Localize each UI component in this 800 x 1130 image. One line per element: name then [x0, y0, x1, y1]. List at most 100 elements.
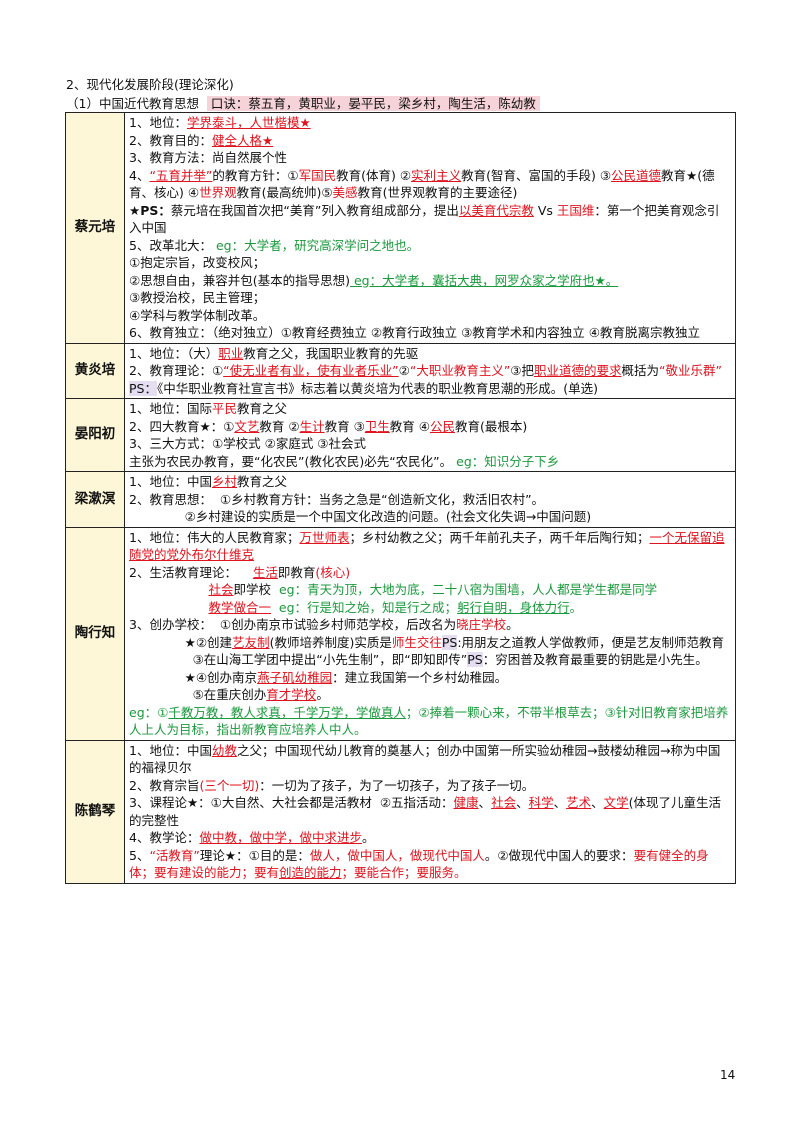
- text-segment: eg：大学者，研究高深学问之地也。: [211, 237, 420, 253]
- text-segment: (体现了儿童生活的完整性: [129, 795, 722, 828]
- text-segment: 文学: [603, 795, 629, 810]
- text-segment: 1、地位：: [129, 115, 187, 130]
- text-segment: 5、: [129, 847, 150, 863]
- text-segment: “五育并举”: [149, 167, 213, 183]
- note-line: 1、地位：学界泰斗，人世楷模★: [129, 114, 731, 132]
- text-segment: ；②捧着一颗心来，不带半根草去；③针对旧教育家把培养人上人为目标，指出新教育应培…: [129, 704, 729, 738]
- text-segment: 2、四大教育★：①: [129, 418, 235, 434]
- thinker-name: 晏阳初: [65, 398, 125, 472]
- text-segment: 健康: [453, 795, 479, 810]
- text-segment: (核心): [315, 564, 351, 580]
- thinker-notes: 1、地位：国际平民教育之父 2、四大教育★：①文艺教育 ②生计教育 ③卫生教育 ④…: [124, 398, 736, 472]
- text-segment: 科学: [528, 795, 554, 810]
- text-segment: 千教万教，教人求真，千学万学，学做真人: [168, 704, 406, 720]
- note-line: ②思想自由，兼容并包(基本的指导思想) eg：大学者，囊括大典，网罗众家之学府也…: [129, 272, 731, 290]
- text-segment: ⑤在重庆创办: [129, 687, 267, 702]
- text-segment: (教师培养制度)实质是: [269, 634, 392, 650]
- text-segment: 主张为农民办教育，要“化农民”(教化农民)必先“农民化”。: [129, 453, 453, 469]
- note-line: ⑤在重庆创办育才学校。: [129, 686, 731, 704]
- text-segment: 理论★：①目的是：: [199, 847, 310, 863]
- text-segment: 、: [591, 795, 604, 810]
- thinker-name: 陶行知: [65, 526, 125, 741]
- text-segment: Vs: [533, 202, 557, 218]
- text-segment: 教育(体育) ②: [336, 167, 412, 183]
- text-segment: 3、三大方式：①学校式 ②家庭式 ③社会式: [129, 436, 367, 451]
- thinker-notes: 1、地位：（大）职业教育之父，我国职业教育的先驱 2、教育理论：①“使无业者有业，…: [124, 342, 736, 399]
- text-segment: “敬业乐群”: [659, 363, 722, 378]
- thinkers-table: 蔡元培 1、地位：学界泰斗，人世楷模★ 2、教育目的：健全人格★ 3、教育方法：尚自然…: [65, 112, 736, 884]
- text-segment: 一个无保留追随党的党外布尔什维克: [129, 529, 725, 563]
- note-line: 2、教育宗旨(三个一切)：一切为了孩子，为了一切孩子，为了孩子一切。: [129, 777, 731, 795]
- text-segment: 1、地位：（大）: [129, 345, 219, 361]
- text-segment: ：建立我国第一个乡村幼稚园。: [332, 669, 508, 685]
- text-segment: 生活: [252, 564, 278, 580]
- note-line: 3、三大方式：①学校式 ②家庭式 ③社会式: [129, 435, 731, 453]
- note-line: eg：①千教万教，教人求真，千学万学，学做真人；②捧着一颗心来，不带半根草去；③…: [129, 704, 731, 739]
- text-segment: 、: [553, 795, 567, 810]
- text-segment: 王国维: [556, 202, 595, 218]
- note-line: PS：《中华职业教育社宣言书》标志着以黄炎培为代表的职业教育思潮的形成。(单选): [129, 380, 731, 398]
- text-segment: 1、地位：中国: [129, 742, 212, 758]
- text-segment: 社会: [208, 582, 234, 597]
- text-segment: 以美育代宗教: [458, 202, 534, 218]
- text-segment: eg：行是知之始，知是行之成；: [270, 599, 458, 615]
- text-segment: 职业道德的要求: [534, 363, 622, 378]
- text-segment: 平民: [211, 401, 237, 416]
- text-segment: 2、教育目的：: [129, 132, 212, 148]
- thinker-notes: 1、地位：学界泰斗，人世楷模★ 2、教育目的：健全人格★ 3、教育方法：尚自然展个性…: [124, 112, 736, 344]
- text-segment: 公民: [429, 418, 455, 434]
- text-segment: 1、地位：伟大的人民教育家；: [129, 529, 300, 545]
- note-line: 教学做合一 eg：行是知之始，知是行之成；躬行自明，身体力行。: [129, 599, 731, 617]
- text-segment: 育才学校: [266, 687, 317, 702]
- text-segment: 教育(最根本): [455, 418, 528, 434]
- text-segment: ②思想自由，兼容并包(基本的指导思想): [129, 272, 350, 288]
- text-segment: 公民道德: [611, 167, 662, 183]
- text-segment: ；乡村幼教之父；两千年前孔夫子，两千年后陶行知；: [349, 529, 650, 545]
- text-segment: 晓庄学校: [456, 617, 507, 632]
- text-segment: 万世师表: [299, 529, 350, 545]
- note-line: 2、教育目的：健全人格★: [129, 132, 731, 150]
- note-line: 1、地位：（大）职业教育之父，我国职业教育的先驱: [129, 345, 731, 363]
- text-segment: :用朋友之道教人学做教师，便是艺友制师范教育: [457, 634, 725, 650]
- thinker-name: 蔡元培: [65, 112, 125, 344]
- text-segment: 教育 ④: [389, 418, 430, 434]
- text-segment: 教育之父: [236, 474, 287, 489]
- subheading: （1）中国近代教育思想 口诀：蔡五育，黄职业，晏平民，梁乡村，陶生活，陈幼教: [66, 95, 540, 113]
- text-segment: ★②创建: [129, 634, 233, 650]
- text-segment: 师生交往: [391, 634, 442, 650]
- text-segment: “大职业教育主义”: [409, 363, 511, 378]
- table-row: 晏阳初 1、地位：国际平民教育之父 2、四大教育★：①文艺教育 ②生计教育 ③卫生教…: [65, 398, 736, 472]
- text-segment: 生计: [299, 418, 325, 434]
- text-segment: 3、课程论★：①大自然、大社会都是活教材 ②五指活动：: [129, 795, 454, 810]
- text-segment: 教育之父: [236, 401, 287, 416]
- text-segment: 艺友制: [232, 634, 270, 650]
- table-row: 梁漱溟 1、地位：中国乡村教育之父 2、教育思想： ①乡村教育方针：当务之急是“创造…: [65, 471, 736, 528]
- thinker-notes: 1、地位：中国幼教之父；中国现代幼儿教育的奠基人；创办中国第一所实验幼稚园→鼓楼…: [124, 739, 736, 884]
- text-segment: ★④创办南京: [129, 669, 258, 685]
- text-segment: ②: [398, 363, 410, 378]
- text-segment: ②乡村建设的实质是一个中国文化改造的问题。(社会文化失调→中国问题): [129, 509, 592, 524]
- text-segment: 乡村: [211, 474, 237, 489]
- text-segment: eg：知识分子下乡: [452, 453, 560, 469]
- text-segment: eg：青天为顶，大地为底，二十八宿为围墙，人人都是学生都是同学: [278, 582, 658, 597]
- page-number: 14: [720, 1068, 736, 1082]
- text-segment: ③在山海工学团中提出“小先生制”，即“即知即传”: [129, 652, 468, 667]
- text-segment: 文艺: [234, 418, 260, 434]
- text-segment: 教育之父，我国职业教育的先驱: [243, 345, 419, 361]
- text-segment: 教育★(德育、核心) ④: [129, 167, 715, 201]
- note-line: 2、生活教育理论： 生活即教育(核心): [129, 564, 731, 582]
- text-segment: [129, 600, 208, 615]
- text-segment: “使无业者有业，使有业者乐业”: [223, 363, 399, 378]
- note-line: 6、教育独立：（绝对独立）①教育经费独立 ②教育行政独立 ③教育学术和内容独立 …: [129, 324, 731, 342]
- text-segment: ③把: [510, 363, 535, 378]
- note-line: 2、教育思想： ①乡村教育方针：当务之急是“创造新文化，救活旧农村”。: [129, 491, 731, 509]
- note-line: ★②创建艺友制(教师培养制度)实质是师生交往PS:用朋友之道教人学做教师，便是艺…: [129, 634, 731, 652]
- table-row: 陈鹤琴 1、地位：中国幼教之父；中国现代幼儿教育的奠基人；创办中国第一所实验幼稚园…: [65, 739, 736, 884]
- note-line: 1、地位：国际平民教育之父: [129, 400, 731, 418]
- heading: 2、现代化发展阶段(理论深化): [66, 77, 234, 92]
- note-line: ★PS：蔡元培在我国首次把“美育”列入教育组成部分，提出以美育代宗教 Vs 王国…: [129, 202, 731, 237]
- text-segment: 幼教: [211, 742, 237, 758]
- text-segment: 之父；中国现代幼儿教育的奠基人；创办中国第一所实验幼稚园→鼓楼幼稚园→称为中国的…: [129, 742, 721, 776]
